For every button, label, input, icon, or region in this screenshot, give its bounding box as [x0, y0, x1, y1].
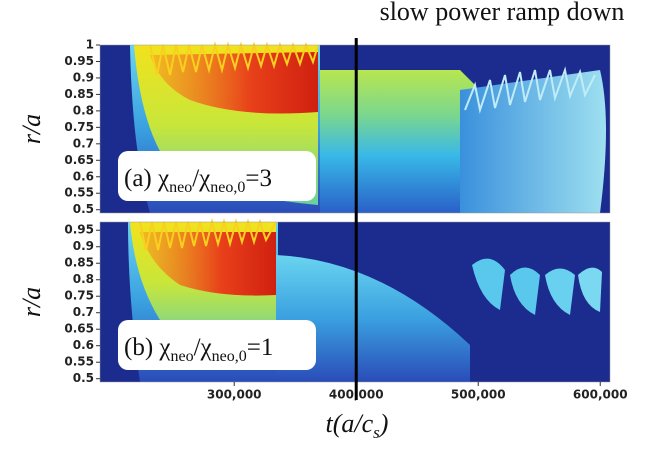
y-tick-label: 0.6 [73, 169, 94, 183]
y-tick-label: 0.7 [73, 136, 94, 150]
panel-label-part: =1 [247, 334, 274, 361]
y-tick-label: 1 [86, 38, 94, 52]
panel-label-part: =3 [245, 165, 272, 192]
panel-label-part: (a) χ [124, 165, 169, 192]
y-tick-label: 0.75 [64, 289, 94, 303]
panel-label-box [118, 320, 316, 370]
y-tick-label: 0.8 [73, 103, 94, 117]
x-tick-label: 300,000 [207, 388, 262, 402]
panel-label: (b) χneo/χneo,0=1 [124, 334, 273, 365]
x-axis-label: t(a/cs) [326, 409, 389, 442]
x-tick-label: 600,000 [573, 388, 628, 402]
x-tick-label: 500,000 [451, 388, 506, 402]
y-tick-label: 0.95 [64, 54, 94, 68]
y-tick-label: 0.75 [64, 120, 94, 134]
y-tick-label: 0.5 [73, 371, 94, 385]
y-tick-label: 0.8 [73, 272, 94, 286]
y-tick-label: 0.85 [64, 256, 94, 270]
panel-label-box [118, 151, 316, 201]
panel-label-part: (b) χ [124, 334, 171, 361]
panel-label-part: neo,0 [212, 348, 247, 365]
panel-label-part: neo [171, 348, 194, 365]
panel-label: (a) χneo/χneo,0=3 [124, 165, 272, 196]
panel-label-part: /χ [194, 334, 212, 361]
y-axis-label: r/a [17, 114, 46, 144]
x-axis-label-end: ) [378, 409, 389, 438]
x-axis-label-main: t(a/c [326, 409, 374, 438]
x-axis-label-sub: s [373, 423, 380, 442]
y-tick-label: 0.85 [64, 87, 94, 101]
panel-label-part: neo,0 [210, 179, 245, 196]
y-tick-label: 0.65 [64, 322, 94, 336]
y-tick-label: 0.6 [73, 338, 94, 352]
y-tick-label: 0.5 [73, 202, 94, 216]
annotation: slow power ramp down [380, 0, 625, 26]
y-tick-label: 0.95 [64, 223, 94, 237]
y-tick-label: 0.9 [73, 70, 94, 84]
y-tick-label: 0.65 [64, 153, 94, 167]
y-tick-label: 0.7 [73, 305, 94, 319]
panel-label-part: neo [169, 179, 192, 196]
y-axis-label: r/a [17, 287, 46, 317]
y-tick-label: 0.55 [64, 355, 94, 369]
y-tick-label: 0.9 [73, 239, 94, 253]
panel-label-part: /χ [192, 165, 210, 192]
y-tick-label: 0.55 [64, 186, 94, 200]
